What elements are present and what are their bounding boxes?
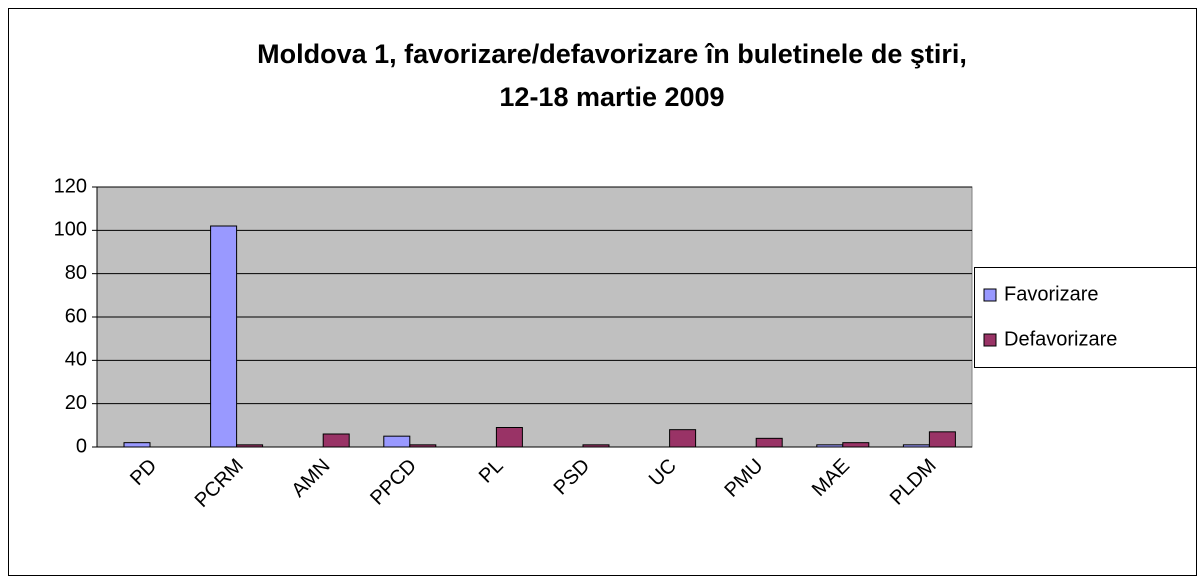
bar [236,444,264,448]
bar [495,427,523,448]
bar [928,431,956,448]
y-tick-label: 60 [65,305,87,327]
bar [409,444,437,448]
y-tick-label: 20 [65,392,87,414]
y-tick-label: 100 [54,219,87,241]
y-tick-label: 80 [65,262,87,284]
chart-title: 12-18 martie 2009 [499,82,724,112]
bar [816,444,844,448]
legend-box [974,267,1197,368]
bar [755,437,783,448]
bar [123,442,151,448]
bar [582,444,610,448]
y-tick-label: 40 [65,349,87,371]
legend-label: Defavorizare [1004,328,1117,350]
bar [322,433,350,448]
bar [210,225,238,448]
bar [902,444,930,448]
y-tick-label: 0 [76,435,87,457]
legend-label: Favorizare [1004,283,1098,305]
bar [842,442,870,448]
bar [383,435,411,448]
y-tick-label: 120 [54,175,87,197]
bar [669,429,697,448]
legend-swatch [983,288,997,302]
legend-swatch [983,333,997,347]
chart-title: Moldova 1, favorizare/defavorizare în bu… [257,39,967,69]
